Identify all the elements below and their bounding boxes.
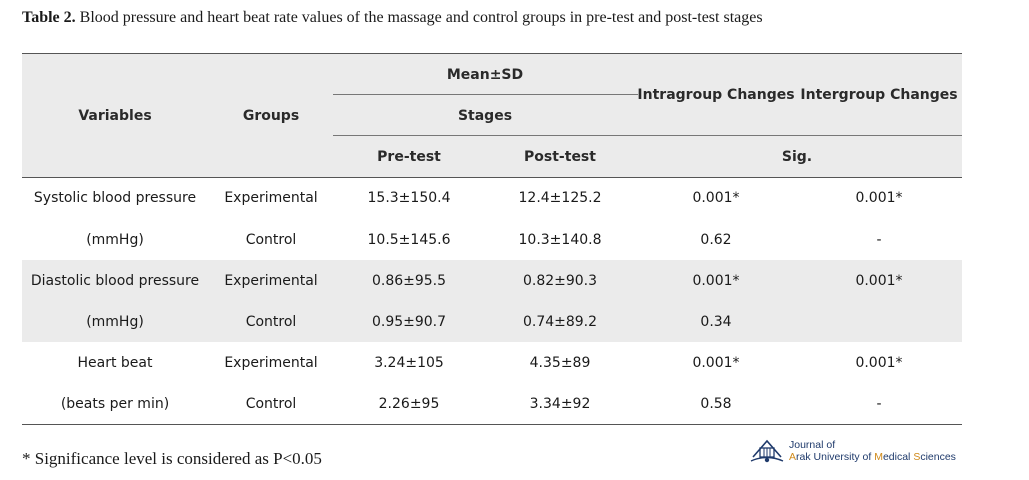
header-band — [22, 53, 962, 178]
caption-label: Table 2. — [22, 9, 76, 26]
cell-variable: (mmHg) — [86, 314, 144, 330]
bottom-rule — [22, 424, 962, 425]
cell-pre-test: 0.95±90.7 — [371, 314, 447, 330]
cell-intergroup: - — [876, 232, 882, 248]
cell-intergroup: 0.001* — [855, 273, 903, 289]
cell-intergroup: 0.001* — [855, 190, 903, 206]
cell-post-test: 3.34±92 — [529, 396, 591, 412]
logo-line2: Arak University of Medical Sciences — [789, 451, 956, 463]
cell-group: Control — [245, 232, 297, 248]
header-intergroup: Intergroup Changes — [800, 87, 958, 103]
cell-post-test: 0.82±90.3 — [522, 273, 598, 289]
header-bottom-rule — [22, 177, 962, 178]
cell-intragroup: 0.001* — [692, 355, 740, 371]
table-caption: Table 2. Blood pressure and heart beat r… — [22, 9, 763, 27]
logo-line1: Journal of — [789, 439, 836, 451]
stages-rule — [333, 135, 962, 136]
cell-pre-test: 15.3±150.4 — [367, 190, 451, 206]
cell-group: Experimental — [224, 273, 318, 289]
cell-intragroup: 0.58 — [700, 396, 732, 412]
data-table: Variables Groups Mean±SD Stages Pre-test… — [22, 53, 962, 425]
header-post-test: Post-test — [524, 149, 596, 165]
caption-text: Blood pressure and heart beat rate value… — [75, 9, 763, 26]
cell-post-test: 4.35±89 — [529, 355, 591, 371]
header-variables: Variables — [78, 108, 152, 124]
cell-intragroup: 0.34 — [700, 314, 732, 330]
mean-sd-rule — [333, 94, 638, 95]
header-intragroup: Intragroup Changes — [637, 87, 795, 103]
cell-intragroup: 0.62 — [700, 232, 732, 248]
cell-intragroup: 0.001* — [692, 273, 740, 289]
cell-post-test: 0.74±89.2 — [522, 314, 598, 330]
cell-variable: Diastolic blood pressure — [30, 273, 200, 289]
cell-intergroup: - — [876, 396, 882, 412]
top-rule — [22, 53, 962, 54]
cell-post-test: 10.3±140.8 — [518, 232, 602, 248]
cell-variable: (mmHg) — [86, 232, 144, 248]
header-stages: Stages — [457, 108, 513, 124]
header-sig: Sig. — [781, 149, 813, 165]
journal-logo: Journal of Arak University of Medical Sc… — [749, 433, 969, 467]
cell-group: Control — [245, 396, 297, 412]
cell-pre-test: 0.86±95.5 — [371, 273, 447, 289]
header-mean-sd: Mean±SD — [446, 67, 524, 83]
cell-variable: Heart beat — [77, 355, 153, 371]
cell-pre-test: 10.5±145.6 — [367, 232, 451, 248]
cell-intragroup: 0.001* — [692, 190, 740, 206]
footnote: * Significance level is considered as P<… — [22, 449, 322, 468]
cell-post-test: 12.4±125.2 — [518, 190, 602, 206]
cell-variable: Systolic blood pressure — [33, 190, 197, 206]
header-groups: Groups — [242, 108, 300, 124]
cell-group: Control — [245, 314, 297, 330]
diastolic-band — [22, 260, 962, 342]
cell-group: Experimental — [224, 355, 318, 371]
header-pre-test: Pre-test — [377, 149, 441, 165]
cell-variable: (beats per min) — [60, 396, 170, 412]
journal-emblem-icon — [750, 439, 784, 463]
cell-pre-test: 2.26±95 — [378, 396, 440, 412]
cell-group: Experimental — [224, 190, 318, 206]
cell-pre-test: 3.24±105 — [374, 355, 444, 371]
cell-intergroup: 0.001* — [855, 355, 903, 371]
